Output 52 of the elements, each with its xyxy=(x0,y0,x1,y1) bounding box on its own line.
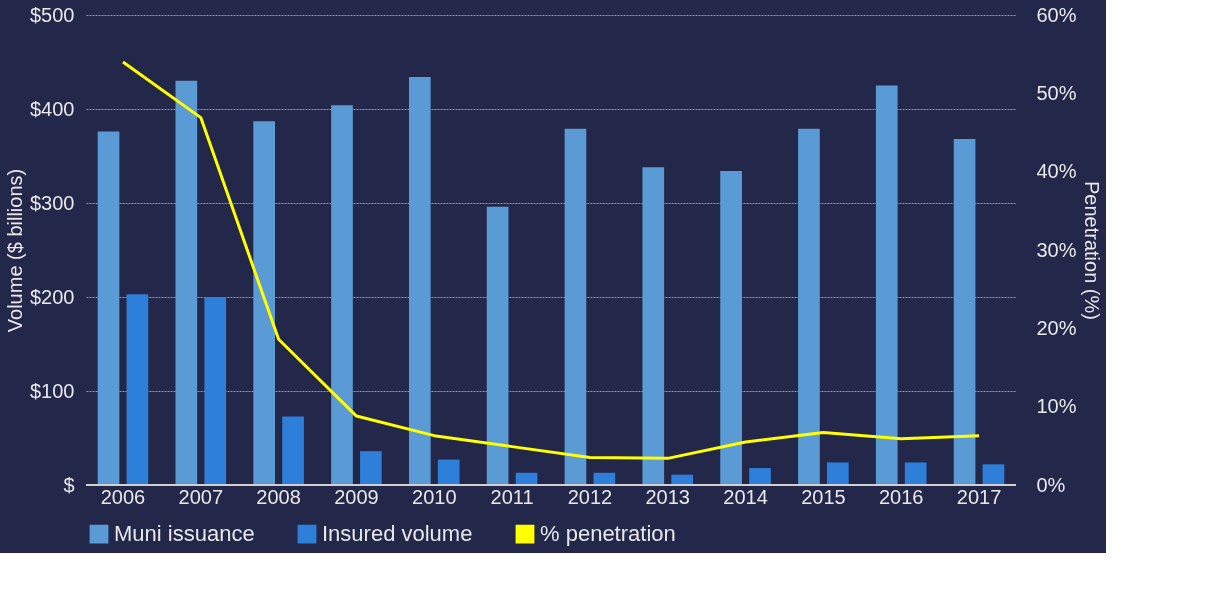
bar xyxy=(97,131,120,485)
x-tick-label: 2015 xyxy=(801,485,846,508)
bar xyxy=(875,85,898,485)
x-tick-label: 2011 xyxy=(490,485,534,508)
bar xyxy=(204,297,227,485)
y-tick-label: $ xyxy=(63,473,75,496)
bar xyxy=(827,462,849,485)
y2-tick-label: 40% xyxy=(1036,160,1077,183)
y2-tick-label: 10% xyxy=(1036,395,1077,418)
bar xyxy=(904,462,927,485)
legend-label: Muni issuance xyxy=(114,521,255,547)
bar xyxy=(282,416,304,485)
bar xyxy=(564,128,587,485)
y2-axis-title: Penetration (%) xyxy=(1080,181,1103,320)
x-tick-label: 2006 xyxy=(100,485,146,508)
legend-label: Insured volume xyxy=(322,521,473,547)
y-axis-title: Volume ($ billions) xyxy=(4,168,27,333)
y-tick-label: $400 xyxy=(30,97,75,120)
bar xyxy=(953,139,976,485)
x-tick-label: 2017 xyxy=(956,485,1002,508)
x-tick-label: 2007 xyxy=(178,485,224,508)
bar xyxy=(798,128,820,485)
bar xyxy=(331,105,353,485)
y2-tick-label: 0% xyxy=(1036,473,1066,496)
bar xyxy=(126,294,149,485)
x-tick-label: 2013 xyxy=(645,485,690,508)
bar xyxy=(253,121,275,485)
y-tick-label: $300 xyxy=(30,191,75,214)
x-tick-label: 2008 xyxy=(256,485,301,508)
x-tick-label: 2012 xyxy=(567,485,613,508)
bar xyxy=(749,468,771,485)
bar xyxy=(720,171,742,485)
legend-label: % penetration xyxy=(540,521,676,547)
y2-tick-label: 20% xyxy=(1036,316,1077,339)
y-tick-label: $500 xyxy=(30,3,75,26)
bar xyxy=(360,451,382,485)
bar xyxy=(437,459,460,485)
bar xyxy=(982,464,1005,485)
x-tick-label: 2016 xyxy=(878,485,924,508)
bar xyxy=(486,206,509,485)
x-tick-label: 2009 xyxy=(334,485,379,508)
y2-tick-label: 50% xyxy=(1036,81,1077,104)
y2-tick-label: 60% xyxy=(1036,3,1077,26)
y2-tick-label: 30% xyxy=(1036,238,1077,261)
x-tick-label: 2014 xyxy=(723,485,768,508)
x-tick-label: 2010 xyxy=(412,485,457,508)
y-tick-label: $200 xyxy=(30,285,75,308)
bar xyxy=(175,80,198,485)
bar xyxy=(642,167,665,485)
y-tick-label: $100 xyxy=(30,379,75,402)
bar xyxy=(408,77,431,485)
line-series xyxy=(121,60,981,460)
